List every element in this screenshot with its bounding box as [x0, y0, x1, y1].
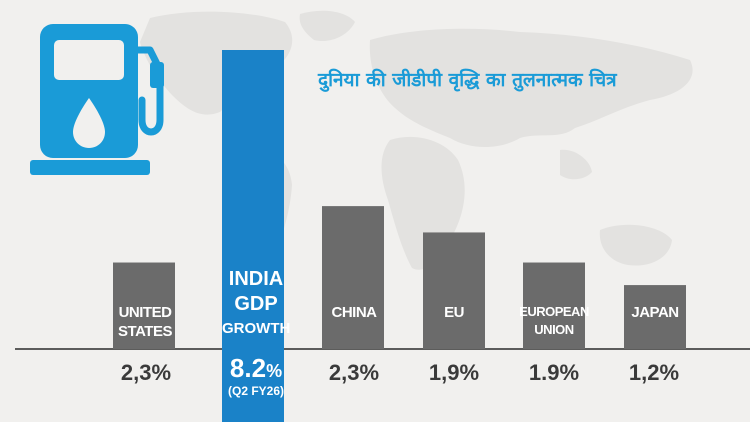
india-value-percent: %: [266, 361, 283, 381]
value-label-eu: 1,9%: [428, 360, 480, 385]
world-map-background: [140, 10, 693, 274]
bar-european-union: [523, 262, 585, 349]
bar-japan: [624, 285, 686, 349]
india-value-label: 8.2%: [222, 353, 290, 384]
category-label-china: CHINA: [331, 304, 378, 321]
india-label-line2: GDP: [234, 293, 278, 315]
value-label-japan: 1,2%: [628, 360, 680, 385]
india-value-note: (Q2 FY26): [227, 384, 284, 398]
value-label-european-union: 1.9%: [528, 360, 580, 385]
bar-india: [222, 50, 284, 422]
category-label-japan: JAPAN: [631, 304, 679, 321]
value-label-china: 2,3%: [328, 360, 380, 385]
india-label-line1: INDIA: [228, 268, 284, 290]
chart-title: दुनिया की जीडीपी वृद्धि का तुलनात्मक चित…: [318, 69, 617, 91]
fuel-pump-icon: [30, 24, 164, 175]
value-label-united-states: 2,3%: [120, 360, 172, 385]
category-label-eu: EU: [444, 304, 464, 321]
bar-united-states: [113, 262, 175, 349]
category-label-united-states: UNITED STATES: [118, 304, 172, 340]
category-label-european-union: EUROPEAN UNION: [519, 304, 589, 337]
bar-eu: [423, 232, 485, 349]
bar-china: [322, 206, 384, 349]
bars-group: [113, 50, 686, 422]
india-value-number: 8.2: [229, 353, 267, 383]
india-label-line3: GROWTH: [222, 320, 291, 337]
